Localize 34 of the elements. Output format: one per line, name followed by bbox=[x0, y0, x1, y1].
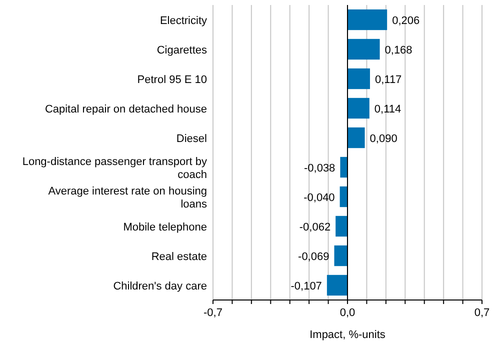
x-tick-label: -0,7 bbox=[204, 307, 222, 319]
data-label: 0,206 bbox=[392, 14, 420, 27]
data-label: 0,090 bbox=[370, 132, 398, 145]
bar bbox=[336, 216, 348, 237]
bar bbox=[348, 38, 380, 60]
bar bbox=[340, 156, 348, 178]
data-label: 0,114 bbox=[374, 103, 402, 116]
y-tick-label: Capital repair on detached house bbox=[44, 103, 207, 116]
data-label: -0,107 bbox=[290, 280, 322, 292]
data-label: -0,038 bbox=[304, 162, 336, 174]
x-tick-label: 0,0 bbox=[340, 307, 356, 319]
data-label: -0,062 bbox=[299, 221, 331, 234]
x-axis-title: Impact, %-units bbox=[310, 329, 386, 341]
bar bbox=[348, 127, 365, 148]
bar bbox=[348, 98, 370, 119]
data-label: -0,069 bbox=[298, 250, 330, 263]
bar bbox=[326, 274, 348, 296]
bar bbox=[340, 186, 348, 208]
data-label: -0,040 bbox=[304, 192, 335, 204]
y-tick-label: Children's day care bbox=[113, 280, 207, 292]
y-tick-label: Diesel bbox=[176, 132, 207, 145]
data-label: 0,117 bbox=[374, 74, 402, 86]
bar bbox=[334, 245, 348, 266]
y-tick-label: Real estate bbox=[151, 250, 207, 263]
y-tick-label: Electricity bbox=[160, 14, 208, 27]
bar bbox=[348, 68, 370, 90]
y-tick-label: Long-distance passenger transport by coach bbox=[22, 156, 208, 181]
y-tick-label: Petrol 95 E 10 bbox=[137, 74, 207, 86]
data-label: 0,168 bbox=[384, 44, 412, 56]
bar bbox=[348, 9, 388, 30]
y-tick-label: Mobile telephone bbox=[123, 221, 207, 234]
y-tick-label: Cigarettes bbox=[156, 44, 208, 56]
y-tick-label: Average interest rate on housing loans bbox=[48, 185, 208, 210]
x-tick-label: 0,7 bbox=[474, 307, 490, 319]
